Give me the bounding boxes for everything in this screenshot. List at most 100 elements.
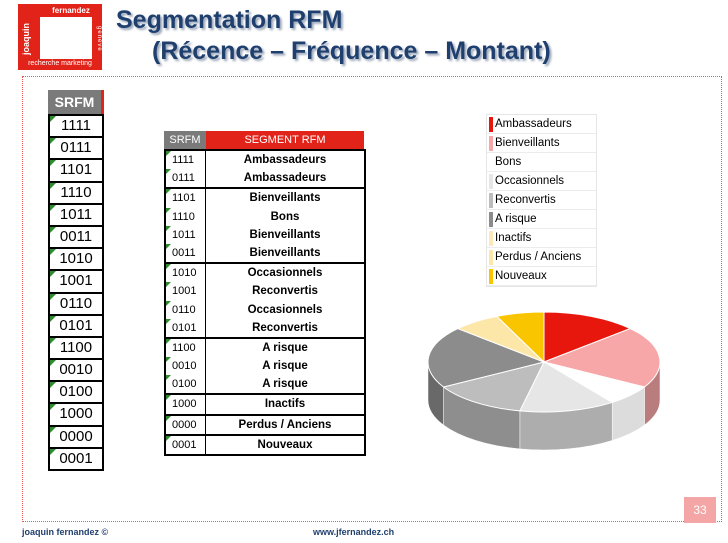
legend-label: Inactifs: [495, 232, 532, 244]
cell-marker: [166, 151, 171, 156]
cell-marker: [166, 318, 171, 324]
cell-marker: [50, 249, 56, 256]
srfm-code: 1011: [172, 228, 196, 241]
segment-group: 0001 Nouveaux: [164, 435, 366, 456]
srfm-code: 0111: [60, 139, 92, 157]
srfm-code-cell: 1011: [166, 225, 206, 244]
pie-slice: [427, 327, 546, 388]
srfm-code-cell: 0000: [166, 415, 206, 434]
page-subtitle: (Récence – Fréquence – Montant): [152, 37, 551, 65]
srfm-code-cell: 0001: [48, 448, 104, 471]
srfm-code-cell: 1010: [48, 249, 104, 272]
legend-item: Occasionnels: [487, 172, 596, 191]
srfm-code-cell: 1100: [48, 337, 104, 361]
segment-group: 1101 Bienveillants 1110 Bons 1011 Bienveillan…: [164, 189, 366, 265]
cell-marker: [166, 189, 171, 195]
segment-group: 1100 A risque 0010 A risque 0100 A risque: [164, 338, 366, 396]
srfm-code-cell: 1101: [166, 189, 206, 208]
segment-name: Ambassadeurs: [243, 172, 327, 185]
table-row: 1111 Ambassadeurs: [166, 151, 364, 170]
srfm-code-cell: 0010: [166, 357, 206, 376]
table-row: 1101 Bienveillants: [166, 189, 364, 208]
srfm-code: 1000: [172, 398, 197, 411]
segment-name: Perdus / Anciens: [238, 418, 332, 431]
srfm-code: 1100: [172, 341, 196, 354]
logo-top-text: fernandez: [52, 6, 90, 15]
srfm-code-cell: 0101: [166, 318, 206, 337]
srfm-code-cell: 0100: [166, 375, 206, 394]
legend-swatch: [489, 250, 493, 265]
table-row: 1100 A risque: [166, 338, 364, 358]
cell-marker: [166, 282, 171, 288]
legend-item: Perdus / Anciens: [487, 248, 596, 267]
table-row: 0100 A risque: [166, 375, 364, 394]
pie-slice: [542, 327, 661, 388]
cell-marker: [50, 138, 56, 145]
srfm-code-cell: 1100: [166, 338, 206, 358]
segment-table-header-segment: SEGMENT RFM: [206, 131, 364, 149]
logo-bottom-text: recherche marketing: [28, 60, 92, 67]
segment-name: Occasionnels: [247, 303, 323, 316]
table-row: 0101 Reconvertis: [166, 318, 364, 337]
srfm-code: 0110: [172, 303, 196, 316]
legend-swatch: [489, 269, 493, 284]
srfm-code: 1110: [172, 210, 195, 223]
srfm-code-cell: 1000: [48, 404, 104, 427]
segment-name: Bienveillants: [249, 192, 321, 205]
srfm-code: 0011: [59, 227, 93, 245]
srfm-code: 1101: [172, 192, 196, 205]
srfm-code-cell: 0101: [48, 315, 104, 338]
legend-label: Reconvertis: [495, 194, 556, 206]
srfm-code: 0010: [59, 361, 93, 379]
cell-marker: [166, 264, 171, 270]
cell-marker: [50, 204, 56, 211]
segment-table-header-srfm: SRFM: [164, 131, 206, 149]
legend-label: Ambassadeurs: [495, 118, 572, 130]
cell-marker: [50, 116, 56, 122]
srfm-code-cell: 1110: [166, 207, 206, 226]
cell-marker: [50, 426, 56, 433]
page-number: 33: [684, 497, 716, 523]
srfm-code-cell: 0100: [48, 382, 104, 405]
srfm-code-cell: 1010: [166, 264, 206, 283]
srfm-code: 0000: [172, 418, 197, 431]
cell-marker: [166, 395, 171, 401]
srfm-code: 0011: [172, 246, 196, 259]
cell-marker: [50, 160, 56, 167]
table-row: 1110 Bons: [166, 207, 364, 226]
legend-item: Bons: [487, 153, 596, 172]
logo-vertical-text: joaquin: [21, 23, 31, 55]
srfm-code: 1001: [172, 285, 197, 298]
srfm-code: 1111: [60, 117, 92, 134]
segment-name: Reconvertis: [252, 321, 318, 334]
srfm-code: 1010: [59, 250, 93, 268]
srfm-code: 0111: [172, 172, 195, 185]
cell-marker: [50, 404, 56, 411]
srfm-code: 1010: [172, 267, 197, 280]
cell-marker: [166, 435, 171, 441]
table-row: 0010 A risque: [166, 357, 364, 376]
cell-marker: [166, 375, 171, 381]
cell-marker: [50, 315, 56, 322]
cell-marker: [166, 415, 171, 421]
cell-marker: [166, 243, 171, 249]
srfm-code-cell: 0110: [166, 300, 206, 319]
legend-item: Inactifs: [487, 229, 596, 248]
srfm-code: 1110: [60, 183, 92, 201]
segment-name: A risque: [262, 378, 308, 391]
legend-item: Reconvertis: [487, 191, 596, 210]
cell-marker: [166, 338, 171, 344]
segment-name: Bienveillants: [249, 246, 321, 259]
table-row: 0000 Perdus / Anciens: [166, 415, 364, 434]
pie-slice: [519, 361, 614, 413]
segment-group: 1010 Occasionnels 1001 Reconvertis 0110 Occas…: [164, 264, 366, 339]
srfm-code-cell: 1000: [166, 395, 206, 414]
table-row: 1011 Bienveillants: [166, 225, 364, 244]
legend-label: Perdus / Anciens: [495, 251, 582, 263]
segment-name: Inactifs: [264, 398, 306, 411]
segment-group: 1000 Inactifs: [164, 395, 366, 416]
srfm-code: 0101: [59, 316, 93, 334]
segment-name: Bienveillants: [249, 228, 321, 241]
table-row: 0011 Bienveillants: [166, 243, 364, 263]
content-frame: [22, 76, 722, 522]
